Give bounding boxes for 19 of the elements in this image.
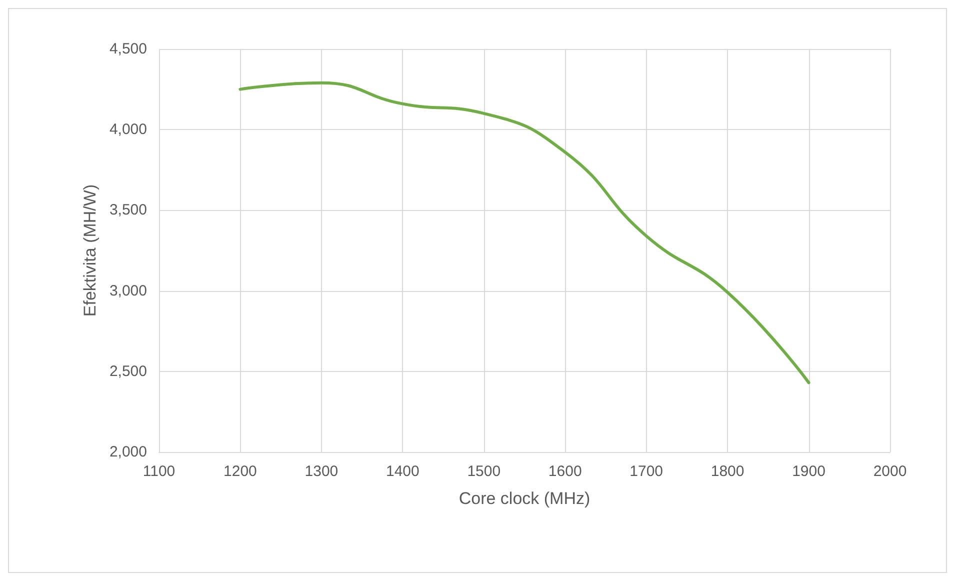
x-tick-label: 1200 bbox=[224, 463, 257, 480]
y-axis-title: Efektivita (MH/W) bbox=[80, 184, 100, 317]
y-tick-label: 4,500 bbox=[109, 40, 147, 58]
y-tick-label: 3,500 bbox=[109, 202, 147, 219]
x-tick-label: 1600 bbox=[548, 463, 582, 480]
line-series bbox=[238, 81, 810, 384]
y-tick-label: 4,000 bbox=[109, 121, 147, 138]
x-tick-label: 1300 bbox=[304, 463, 338, 480]
x-axis-title: Core clock (MHz) bbox=[458, 489, 590, 508]
x-tick-label: 1100 bbox=[142, 463, 176, 480]
y-tick-label: 2,500 bbox=[109, 362, 147, 380]
x-tick-label: 1500 bbox=[467, 463, 501, 480]
x-tick-label: 2000 bbox=[873, 463, 907, 480]
y-tick-label: 2,000 bbox=[109, 444, 147, 460]
x-tick-label: 1700 bbox=[630, 463, 664, 480]
x-tick-label: 1900 bbox=[792, 463, 826, 480]
x-tick-label: 1400 bbox=[386, 463, 420, 480]
y-tick-label: 3,000 bbox=[109, 282, 147, 300]
x-tick-label: 1800 bbox=[710, 463, 744, 480]
